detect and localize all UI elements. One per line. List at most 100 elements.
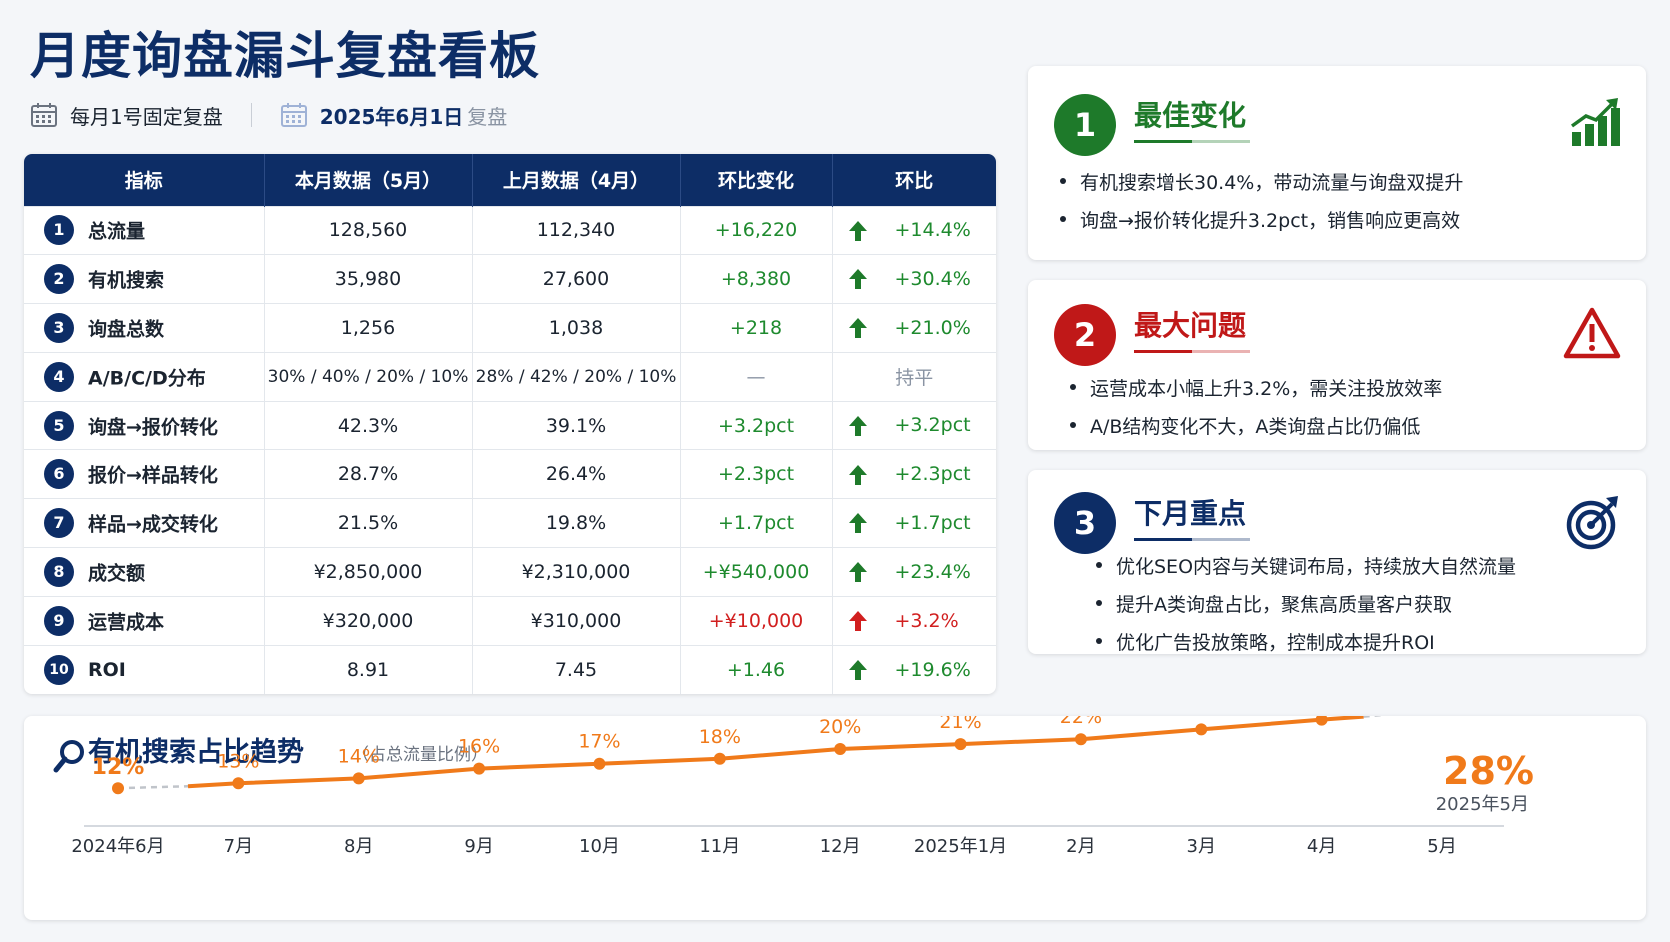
previous-value: 1,038 bbox=[472, 303, 681, 353]
divider bbox=[250, 103, 252, 127]
previous-value: 26.4% bbox=[472, 449, 681, 499]
metric-cell: 9 运营成本 bbox=[24, 595, 265, 646]
card-number-badge: 1 bbox=[1054, 94, 1116, 156]
current-value: ¥320,000 bbox=[264, 595, 473, 646]
data-label: 22% bbox=[1060, 716, 1102, 728]
previous-value: 27,600 bbox=[472, 254, 681, 304]
bullet-item: 优化SEO内容与关键词布局，持续放大自然流量 bbox=[1094, 552, 1516, 579]
insight-card: 3 下月重点 优化SEO内容与关键词布局，持续放大自然流量 提升A类询盘占比，聚焦高质… bbox=[1028, 470, 1646, 654]
data-point bbox=[954, 738, 967, 751]
x-tick-label: 4月 bbox=[1307, 836, 1336, 857]
row-number-badge: 6 bbox=[44, 459, 74, 490]
insight-card: 1 最佳变化有机搜索增长30.4%，带动流量与询盘双提升 询盘→报价转化提升3.2p… bbox=[1028, 66, 1646, 260]
current-value: 1,256 bbox=[264, 303, 473, 353]
metric-cell: 5 询盘→报价转化 bbox=[24, 400, 265, 450]
previous-value: ¥310,000 bbox=[472, 595, 681, 646]
change-value: +1.46 bbox=[680, 644, 833, 694]
target-icon bbox=[1564, 494, 1622, 556]
col-header-previous[interactable]: 上月数据（4月） bbox=[472, 154, 681, 206]
data-label: 16% bbox=[458, 736, 500, 758]
change-value: +8,380 bbox=[680, 254, 833, 304]
col-header-change[interactable]: 环比变化 bbox=[680, 154, 833, 206]
data-point bbox=[1315, 716, 1328, 726]
trend-chart-card: 有机搜索占比趋势 （占总流量比例） 12% 2024年6月 13% 7月 14% 8月 16… bbox=[24, 716, 1646, 920]
row-number-badge: 2 bbox=[44, 264, 74, 295]
change-value: +¥10,000 bbox=[680, 595, 833, 646]
col-header-ratio[interactable]: 环比 bbox=[832, 154, 996, 206]
metric-cell: 4 A/B/C/D分布 bbox=[24, 351, 265, 402]
table-row[interactable]: 10 ROI 8.91 7.45 +1.46 +19.6% bbox=[24, 644, 996, 694]
table-header-row: 指标 本月数据（5月） 上月数据（4月） 环比变化 环比 bbox=[24, 154, 996, 206]
data-point bbox=[593, 757, 606, 770]
ratio-value: +2.3pct bbox=[894, 463, 971, 486]
table-row[interactable]: 3 询盘总数 1,256 1,038 +218 +21.0% bbox=[24, 303, 996, 353]
metric-cell: 2 有机搜索 bbox=[24, 254, 265, 304]
table-row[interactable]: 2 有机搜索 35,980 27,600 +8,380 +30.4% bbox=[24, 254, 996, 304]
bullet-list: 优化SEO内容与关键词布局，持续放大自然流量 提升A类询盘占比，聚焦高质量客户获取… bbox=[1094, 552, 1516, 666]
data-label: 17% bbox=[578, 731, 620, 753]
metric-cell: 1 总流量 bbox=[24, 205, 265, 255]
bar-chart-up-icon bbox=[1568, 96, 1622, 154]
metric-name: 询盘总数 bbox=[88, 318, 165, 341]
previous-value: 19.8% bbox=[472, 498, 681, 548]
table-row[interactable]: 1 总流量 128,560 112,340 +16,220 +14.4% bbox=[24, 205, 996, 255]
arrow-up-icon bbox=[848, 562, 867, 583]
row-number-badge: 4 bbox=[44, 361, 74, 392]
metric-name: ROI bbox=[88, 658, 126, 681]
data-point bbox=[1074, 733, 1087, 746]
metric-name: 有机搜索 bbox=[88, 269, 165, 292]
bullet-item: A/B结构变化不大，A类询盘占比仍偏低 bbox=[1068, 412, 1442, 439]
table-row[interactable]: 5 询盘→报价转化 42.3% 39.1% +3.2pct +3.2pct bbox=[24, 400, 996, 450]
table-row[interactable]: 4 A/B/C/D分布 30% / 40% / 20% / 10% 28% / 42%… bbox=[24, 351, 996, 402]
arrow-up-icon bbox=[848, 611, 867, 632]
previous-value: ¥2,310,000 bbox=[472, 547, 681, 597]
ratio-cell: +3.2% bbox=[832, 595, 996, 646]
x-tick-label: 12月 bbox=[820, 836, 861, 857]
ratio-value: +3.2pct bbox=[894, 414, 971, 437]
card-title: 最佳变化 bbox=[1134, 99, 1247, 132]
previous-value: 112,340 bbox=[472, 205, 681, 255]
metrics-table-card: 指标 本月数据（5月） 上月数据（4月） 环比变化 环比 1 总流量 128,560… bbox=[24, 154, 996, 694]
data-point bbox=[112, 782, 124, 795]
dashed-segment bbox=[117, 784, 189, 790]
current-value: 35,980 bbox=[264, 254, 473, 304]
row-number-badge: 8 bbox=[44, 556, 74, 587]
bullet-item: 询盘→报价转化提升3.2pct，销售响应更高效 bbox=[1058, 206, 1463, 233]
x-tick-label: 5月 bbox=[1427, 836, 1456, 857]
col-header-current[interactable]: 本月数据（5月） bbox=[264, 154, 473, 206]
data-point bbox=[834, 743, 847, 755]
metric-name: 总流量 bbox=[88, 220, 146, 243]
metric-cell: 8 成交额 bbox=[24, 547, 265, 597]
ratio-cell: +30.4% bbox=[832, 254, 996, 304]
data-label: 24% bbox=[1180, 716, 1222, 718]
ratio-value: +3.2% bbox=[894, 609, 959, 632]
current-value: 28.7% bbox=[264, 449, 473, 499]
bullet-list: 有机搜索增长30.4%，带动流量与询盘双提升 询盘→报价转化提升3.2pct，销售… bbox=[1058, 168, 1463, 244]
ratio-cell: +1.7pct bbox=[832, 498, 996, 548]
table-row[interactable]: 8 成交额 ¥2,850,000 ¥2,310,000 +¥540,000 +23.4% bbox=[24, 547, 996, 597]
current-value: 21.5% bbox=[264, 498, 473, 548]
data-label: 20% bbox=[819, 716, 861, 738]
metric-cell: 7 样品→成交转化 bbox=[24, 498, 265, 548]
table-row[interactable]: 9 运营成本 ¥320,000 ¥310,000 +¥10,000 +3.2% bbox=[24, 595, 996, 646]
trend-line-chart: 12% 2024年6月 13% 7月 14% 8月 16% 9月 17% 10月 18% 11月 20%… bbox=[71, 716, 1534, 857]
card-number-badge: 3 bbox=[1054, 492, 1116, 554]
table-row[interactable]: 7 样品→成交转化 21.5% 19.8% +1.7pct +1.7pct bbox=[24, 498, 996, 548]
bullet-item: 运营成本小幅上升3.2%，需关注投放效率 bbox=[1068, 374, 1442, 401]
x-tick-label: 2024年6月 bbox=[71, 836, 164, 857]
x-tick-label: 7月 bbox=[224, 836, 253, 857]
col-header-metric[interactable]: 指标 bbox=[24, 154, 265, 206]
data-point bbox=[713, 752, 726, 765]
data-label: 18% bbox=[699, 726, 741, 748]
table-row[interactable]: 6 报价→样品转化 28.7% 26.4% +2.3pct +2.3pct bbox=[24, 449, 996, 499]
ratio-value: +1.7pct bbox=[894, 511, 971, 534]
ratio-value: +30.4% bbox=[894, 267, 971, 290]
dashed-segment bbox=[1363, 716, 1386, 718]
x-tick-label: 2月 bbox=[1066, 836, 1095, 857]
bullet-item: 优化广告投放策略，控制成本提升ROI bbox=[1094, 628, 1516, 655]
bullet-item: 有机搜索增长30.4%，带动流量与询盘双提升 bbox=[1058, 168, 1463, 195]
current-value: 128,560 bbox=[264, 205, 473, 255]
card-number-badge: 2 bbox=[1054, 304, 1116, 366]
warning-icon bbox=[1562, 306, 1622, 364]
ratio-cell: +2.3pct bbox=[832, 449, 996, 499]
